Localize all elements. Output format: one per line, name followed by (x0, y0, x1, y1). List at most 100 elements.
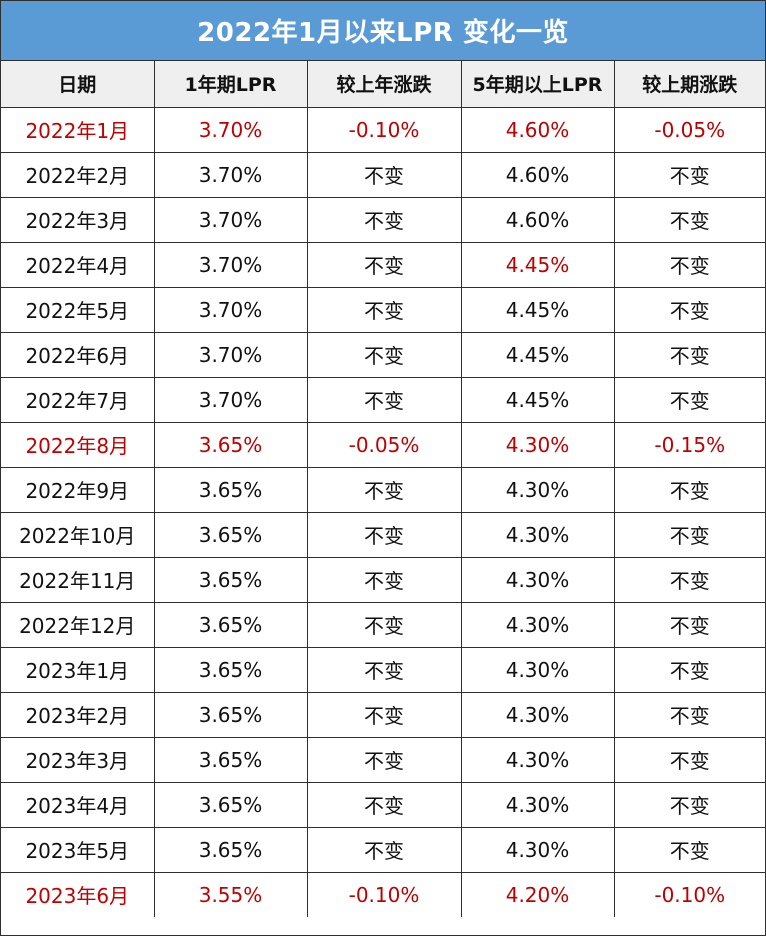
cell-lpr-5y: 4.30% (461, 692, 615, 738)
cell-date: 2023年6月 (1, 872, 155, 917)
table-row: 2022年5月 3.70% 不变 4.45% 不变 (1, 287, 765, 333)
cell-date: 2022年2月 (1, 152, 155, 198)
cell-lpr-5y: 4.60% (461, 197, 615, 243)
table-row: 2023年6月 3.55% -0.10% 4.20% -0.10% (1, 872, 765, 917)
cell-lpr-1y: 3.65% (154, 737, 308, 783)
cell-date: 2022年11月 (1, 557, 155, 603)
cell-lpr-5y: 4.30% (461, 782, 615, 828)
cell-lpr-5y: 4.45% (461, 377, 615, 423)
cell-change-5y: 不变 (614, 197, 765, 243)
cell-change-1y: 不变 (307, 692, 462, 738)
cell-date: 2023年3月 (1, 737, 155, 783)
cell-change-5y: 不变 (614, 512, 765, 558)
cell-lpr-1y: 3.70% (154, 152, 308, 198)
cell-date: 2023年5月 (1, 827, 155, 873)
table-row: 2022年4月 3.70% 不变 4.45% 不变 (1, 242, 765, 288)
cell-change-5y: 不变 (614, 467, 765, 513)
cell-change-5y: 不变 (614, 827, 765, 873)
cell-date: 2022年1月 (1, 107, 155, 153)
cell-lpr-1y: 3.55% (154, 872, 308, 917)
cell-lpr-1y: 3.65% (154, 827, 308, 873)
table-row: 2022年11月 3.65% 不变 4.30% 不变 (1, 557, 765, 603)
cell-change-1y: 不变 (307, 152, 462, 198)
cell-lpr-1y: 3.65% (154, 602, 308, 648)
cell-lpr-5y: 4.30% (461, 512, 615, 558)
cell-change-1y: 不变 (307, 557, 462, 603)
cell-lpr-5y: 4.20% (461, 872, 615, 917)
cell-lpr-5y: 4.30% (461, 467, 615, 513)
cell-date: 2023年1月 (1, 647, 155, 693)
cell-lpr-1y: 3.65% (154, 782, 308, 828)
cell-change-5y: 不变 (614, 287, 765, 333)
cell-lpr-5y: 4.45% (461, 287, 615, 333)
cell-change-1y: 不变 (307, 242, 462, 288)
table-body: 2022年1月 3.70% -0.10% 4.60% -0.05% 2022年2月 3.70… (1, 107, 765, 917)
header-change-1y: 较上年涨跌 (307, 61, 462, 108)
cell-change-1y: 不变 (307, 737, 462, 783)
cell-lpr-5y: 4.60% (461, 152, 615, 198)
cell-lpr-1y: 3.70% (154, 242, 308, 288)
cell-lpr-5y: 4.30% (461, 647, 615, 693)
table-row: 2022年6月 3.70% 不变 4.45% 不变 (1, 332, 765, 378)
table-row: 2023年5月 3.65% 不变 4.30% 不变 (1, 827, 765, 873)
table-row: 2022年2月 3.70% 不变 4.60% 不变 (1, 152, 765, 198)
cell-date: 2022年3月 (1, 197, 155, 243)
cell-date: 2023年2月 (1, 692, 155, 738)
cell-lpr-1y: 3.65% (154, 467, 308, 513)
cell-lpr-5y: 4.30% (461, 827, 615, 873)
cell-change-5y: 不变 (614, 692, 765, 738)
cell-change-1y: 不变 (307, 602, 462, 648)
cell-change-5y: 不变 (614, 377, 765, 423)
cell-change-5y: -0.15% (614, 422, 765, 468)
table-row: 2022年7月 3.70% 不变 4.45% 不变 (1, 377, 765, 423)
header-date: 日期 (1, 61, 155, 108)
table-row: 2023年3月 3.65% 不变 4.30% 不变 (1, 737, 765, 783)
cell-change-1y: 不变 (307, 197, 462, 243)
cell-change-1y: 不变 (307, 647, 462, 693)
header-change-5y: 较上期涨跌 (614, 61, 765, 108)
cell-date: 2022年9月 (1, 467, 155, 513)
cell-lpr-5y: 4.30% (461, 422, 615, 468)
cell-change-5y: 不变 (614, 782, 765, 828)
cell-lpr-1y: 3.65% (154, 422, 308, 468)
cell-date: 2022年4月 (1, 242, 155, 288)
cell-change-1y: 不变 (307, 377, 462, 423)
cell-change-1y: 不变 (307, 287, 462, 333)
cell-lpr-1y: 3.65% (154, 647, 308, 693)
cell-change-5y: 不变 (614, 557, 765, 603)
cell-date: 2022年12月 (1, 602, 155, 648)
table-title: 2022年1月以来LPR 变化一览 (1, 1, 765, 61)
cell-change-1y: -0.05% (307, 422, 462, 468)
cell-lpr-5y: 4.60% (461, 107, 615, 153)
cell-lpr-1y: 3.65% (154, 692, 308, 738)
cell-lpr-1y: 3.70% (154, 287, 308, 333)
cell-change-5y: 不变 (614, 332, 765, 378)
cell-date: 2022年10月 (1, 512, 155, 558)
cell-lpr-1y: 3.70% (154, 377, 308, 423)
header-lpr-1y: 1年期LPR (154, 61, 308, 108)
cell-change-5y: 不变 (614, 647, 765, 693)
cell-lpr-1y: 3.70% (154, 107, 308, 153)
cell-lpr-5y: 4.45% (461, 332, 615, 378)
cell-change-1y: 不变 (307, 782, 462, 828)
cell-lpr-1y: 3.65% (154, 557, 308, 603)
table-row: 2022年8月 3.65% -0.05% 4.30% -0.15% (1, 422, 765, 468)
table-row: 2022年12月 3.65% 不变 4.30% 不变 (1, 602, 765, 648)
header-row: 日期 1年期LPR 较上年涨跌 5年期以上LPR 较上期涨跌 (1, 61, 765, 108)
cell-change-1y: 不变 (307, 827, 462, 873)
cell-change-5y: -0.10% (654, 882, 726, 907)
cell-lpr-5y: 4.30% (461, 602, 615, 648)
cell-change-1y: 不变 (307, 512, 462, 558)
cell-date: 2022年5月 (1, 287, 155, 333)
cell-change-5y: 不变 (614, 602, 765, 648)
table-row: 2023年1月 3.65% 不变 4.30% 不变 (1, 647, 765, 693)
cell-change-1y: -0.10% (307, 107, 462, 153)
cell-lpr-1y: 3.65% (154, 512, 308, 558)
table-row: 2023年2月 3.65% 不变 4.30% 不变 (1, 692, 765, 738)
cell-change-1y: 不变 (307, 332, 462, 378)
cell-lpr-1y: 3.70% (154, 332, 308, 378)
cell-lpr-1y: 3.70% (154, 197, 308, 243)
cell-date: 2022年7月 (1, 377, 155, 423)
cell-change-5y: 不变 (614, 152, 765, 198)
